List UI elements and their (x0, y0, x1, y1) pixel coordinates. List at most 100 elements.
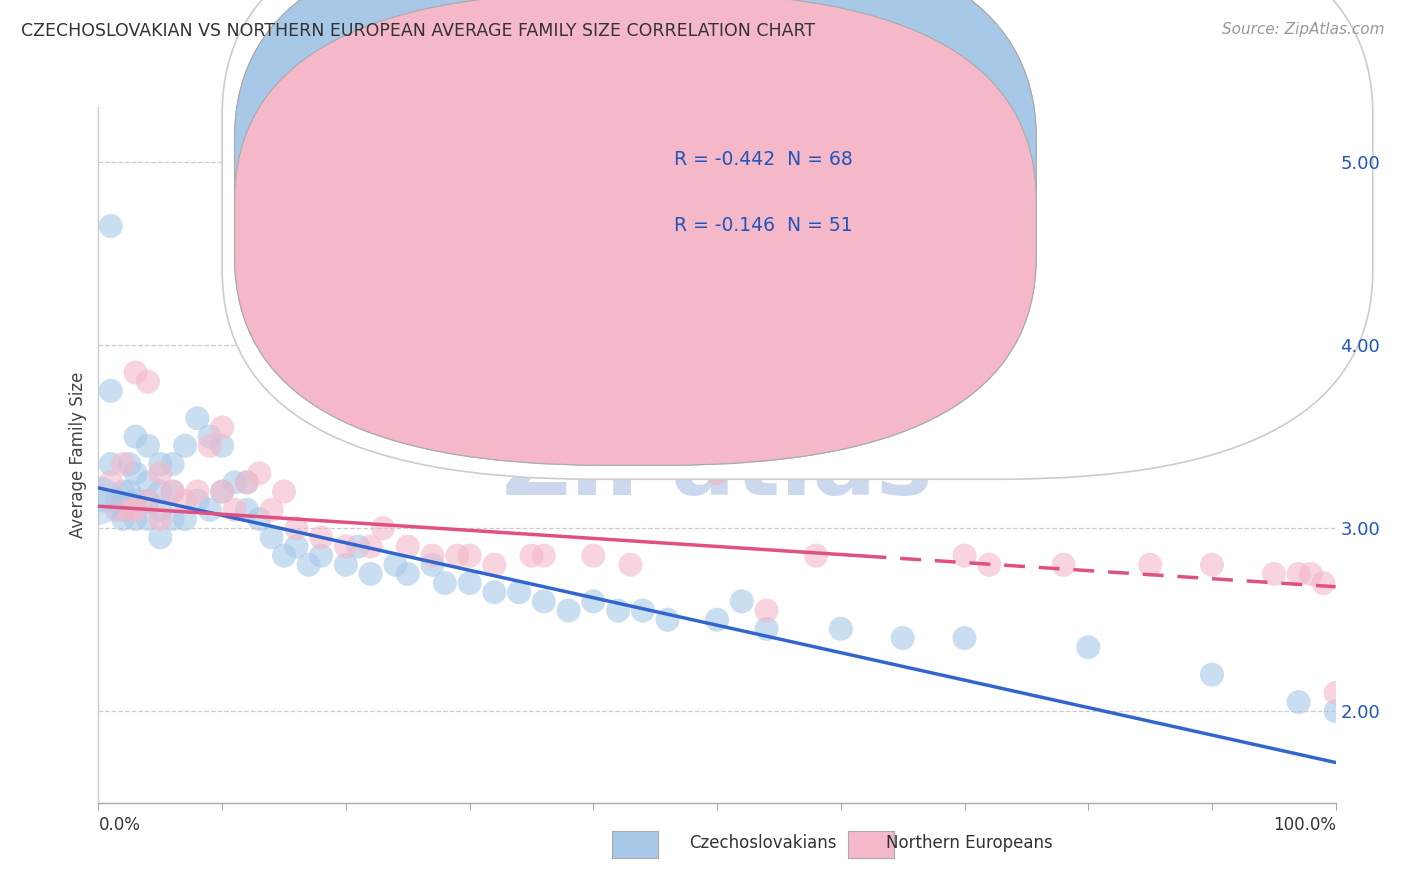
Point (731, 594, 754, 608)
Point (136, 493, 159, 508)
Point (198, 429, 221, 443)
Point (211, 484, 233, 499)
Point (136, 475, 159, 490)
Text: R = -0.146  N = 51: R = -0.146 N = 51 (673, 216, 852, 235)
Point (186, 484, 208, 499)
Point (1299, 566, 1322, 581)
Point (396, 540, 419, 554)
Point (162, 512, 184, 526)
Y-axis label: Average Family Size: Average Family Size (69, 372, 87, 538)
Point (830, 622, 852, 636)
Point (891, 631, 914, 645)
Point (458, 576, 481, 591)
Point (105, 503, 128, 517)
Point (100, 475, 122, 490)
Point (309, 530, 332, 544)
Point (335, 558, 357, 572)
Point (149, 530, 172, 544)
Point (198, 439, 221, 453)
Point (1139, 558, 1161, 572)
Point (236, 475, 259, 490)
Point (124, 503, 146, 517)
FancyBboxPatch shape (235, 0, 1036, 403)
Point (533, 549, 555, 563)
Point (484, 585, 506, 599)
Text: Northern Europeans: Northern Europeans (886, 834, 1053, 852)
Point (100, 457, 122, 471)
Point (186, 411, 208, 425)
Point (1312, 576, 1334, 591)
Point (273, 484, 295, 499)
Point (607, 603, 630, 617)
Text: ZIPatlas: ZIPatlas (502, 423, 932, 515)
Point (520, 549, 543, 563)
Point (211, 484, 233, 499)
Point (186, 493, 208, 508)
FancyBboxPatch shape (235, 0, 1036, 466)
Point (136, 375, 159, 389)
Point (309, 549, 332, 563)
Point (260, 530, 283, 544)
Point (124, 467, 146, 481)
Point (247, 512, 270, 526)
Point (360, 566, 382, 581)
Point (657, 613, 679, 627)
Point (1052, 558, 1074, 572)
Point (162, 457, 184, 471)
Point (446, 549, 468, 563)
Text: 100.0%: 100.0% (1272, 816, 1336, 834)
Point (118, 484, 141, 499)
Point (247, 467, 270, 481)
Point (211, 439, 233, 453)
Point (1201, 558, 1223, 572)
Point (236, 503, 259, 517)
Point (508, 585, 530, 599)
Point (335, 540, 357, 554)
Point (755, 603, 778, 617)
Point (422, 549, 444, 563)
Point (224, 475, 246, 490)
Point (582, 549, 605, 563)
Point (236, 475, 259, 490)
Point (100, 384, 122, 398)
Point (105, 493, 128, 508)
Point (953, 549, 976, 563)
Point (273, 549, 295, 563)
Point (533, 594, 555, 608)
FancyBboxPatch shape (222, 0, 1372, 479)
Point (706, 613, 728, 627)
Point (124, 429, 146, 443)
Point (162, 484, 184, 499)
Point (953, 631, 976, 645)
Point (162, 484, 184, 499)
Point (149, 467, 172, 481)
Point (118, 503, 141, 517)
Point (174, 439, 197, 453)
Point (1263, 566, 1285, 581)
Point (360, 540, 382, 554)
Point (112, 484, 135, 499)
Point (224, 503, 246, 517)
Point (422, 558, 444, 572)
Point (804, 549, 827, 563)
Point (211, 420, 233, 434)
Point (1201, 667, 1223, 681)
Point (174, 512, 197, 526)
Text: CZECHOSLOVAKIAN VS NORTHERN EUROPEAN AVERAGE FAMILY SIZE CORRELATION CHART: CZECHOSLOVAKIAN VS NORTHERN EUROPEAN AVE… (21, 22, 815, 40)
Point (347, 540, 370, 554)
Text: R = -0.442  N = 68: R = -0.442 N = 68 (673, 150, 852, 169)
Point (100, 219, 122, 233)
Point (124, 512, 146, 526)
Point (384, 558, 406, 572)
Point (855, 429, 877, 443)
Point (1077, 640, 1099, 655)
Point (149, 484, 172, 499)
Point (396, 566, 419, 581)
Point (124, 366, 146, 380)
Text: R = -0.442  N = 68: R = -0.442 N = 68 (673, 150, 852, 169)
Text: R = -0.146  N = 51: R = -0.146 N = 51 (673, 216, 852, 235)
Point (979, 558, 1001, 572)
Point (1324, 704, 1347, 718)
Point (433, 576, 456, 591)
Point (149, 512, 172, 526)
